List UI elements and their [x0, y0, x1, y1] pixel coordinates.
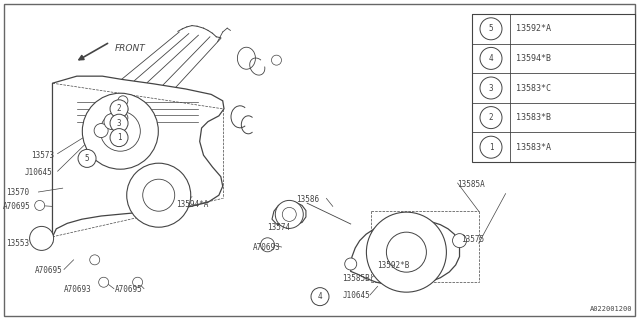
- Text: 2: 2: [116, 104, 122, 113]
- Polygon shape: [52, 76, 224, 243]
- Circle shape: [90, 255, 100, 265]
- Circle shape: [127, 163, 191, 227]
- Circle shape: [480, 107, 502, 129]
- Polygon shape: [272, 202, 306, 226]
- Text: 1: 1: [489, 143, 493, 152]
- Circle shape: [311, 288, 329, 306]
- Circle shape: [275, 200, 303, 228]
- Circle shape: [345, 258, 356, 270]
- Circle shape: [143, 179, 175, 211]
- Text: 13583*B: 13583*B: [516, 113, 551, 122]
- Text: 4: 4: [489, 54, 493, 63]
- Text: A022001200: A022001200: [589, 306, 632, 312]
- Text: 13575: 13575: [461, 236, 484, 244]
- Circle shape: [104, 114, 120, 130]
- Circle shape: [78, 149, 96, 167]
- Circle shape: [94, 124, 108, 138]
- Circle shape: [452, 234, 467, 248]
- Text: J10645: J10645: [342, 292, 370, 300]
- Circle shape: [271, 55, 282, 65]
- Text: 3: 3: [489, 84, 493, 92]
- Circle shape: [132, 277, 143, 287]
- Circle shape: [100, 111, 140, 151]
- Text: 3: 3: [116, 119, 122, 128]
- Circle shape: [480, 18, 502, 40]
- Text: 13553: 13553: [6, 239, 29, 248]
- Text: A70693: A70693: [64, 285, 92, 294]
- Text: FRONT: FRONT: [115, 44, 146, 52]
- Text: 1: 1: [116, 133, 122, 142]
- Text: 4: 4: [317, 292, 323, 301]
- Circle shape: [480, 47, 502, 69]
- Circle shape: [118, 96, 128, 106]
- Circle shape: [29, 227, 54, 251]
- Circle shape: [83, 93, 158, 169]
- Circle shape: [35, 200, 45, 211]
- Bar: [472, 14, 635, 162]
- Text: A70693: A70693: [253, 244, 280, 252]
- Polygon shape: [351, 220, 460, 285]
- Text: 13585A: 13585A: [458, 180, 485, 188]
- Text: 13585B: 13585B: [342, 274, 370, 283]
- Text: 13583*C: 13583*C: [516, 84, 551, 92]
- Circle shape: [110, 114, 128, 132]
- Text: 13594*A: 13594*A: [176, 200, 209, 209]
- Circle shape: [110, 129, 128, 147]
- Circle shape: [387, 232, 426, 272]
- Text: 13592*A: 13592*A: [516, 24, 551, 33]
- Text: 13570: 13570: [6, 188, 29, 197]
- Text: 13594*B: 13594*B: [516, 54, 551, 63]
- Circle shape: [110, 100, 128, 118]
- Circle shape: [480, 136, 502, 158]
- Text: 13573: 13573: [31, 151, 54, 160]
- Circle shape: [99, 277, 109, 287]
- Text: 13586: 13586: [296, 195, 319, 204]
- Text: A70695: A70695: [3, 202, 31, 211]
- Text: J10645: J10645: [24, 168, 52, 177]
- Circle shape: [480, 77, 502, 99]
- Text: 5: 5: [84, 154, 90, 163]
- Circle shape: [282, 207, 296, 221]
- Circle shape: [118, 113, 128, 123]
- Circle shape: [367, 212, 447, 292]
- Text: 13574: 13574: [268, 223, 291, 232]
- Text: 2: 2: [489, 113, 493, 122]
- Text: A70695: A70695: [115, 285, 143, 294]
- Text: 5: 5: [489, 24, 493, 33]
- Text: 13592*B: 13592*B: [378, 261, 410, 270]
- Circle shape: [118, 104, 128, 115]
- Text: 13583*A: 13583*A: [516, 143, 551, 152]
- Circle shape: [260, 238, 275, 252]
- Text: A70695: A70695: [35, 266, 63, 275]
